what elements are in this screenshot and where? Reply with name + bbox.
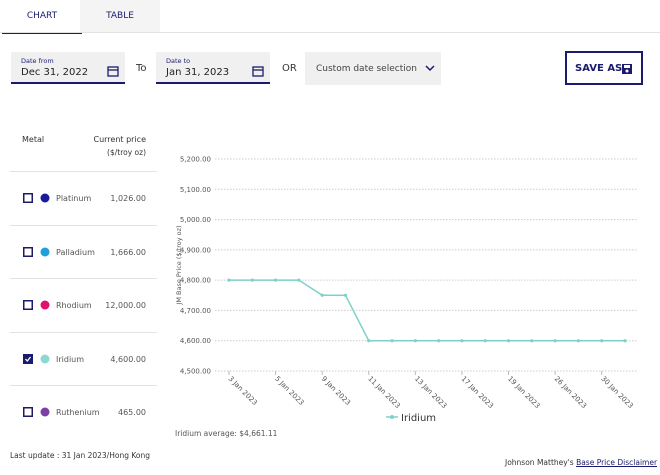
point [530,339,534,343]
point [250,278,254,282]
point [600,339,604,343]
y-tick-label: 4,800.00 [180,277,211,285]
field-value: Jan 31, 2023 [166,67,230,78]
save-icon [622,64,632,74]
point [576,339,581,343]
metal-price: 465.00 [118,408,146,417]
save-text: SAVE AS [575,63,623,74]
average: Iridium average: $4,661.11 [175,429,278,438]
point [483,339,487,343]
x-tick-label: 11 Jan 2023 [366,375,401,410]
date-to[interactable]: Date to Jan 31, 2023 [156,52,270,84]
y-tick-label: 5,100.00 [180,186,211,194]
metal-dot [40,300,50,310]
x-tick-label: 17 Jan 2023 [460,375,495,410]
point [553,339,557,343]
y-axis-label: JM Base Price ($/troy oz) [175,225,183,305]
metal-dot [40,407,50,417]
series-line [229,279,625,342]
metal-name: Rhodium [56,301,92,310]
y-tick-label: 4,600.00 [180,337,211,345]
legend-dot [390,415,394,419]
calendar-icon [107,66,119,77]
point [297,278,301,282]
to-label: To [136,63,147,74]
field-label: Date from [21,57,54,65]
point [367,339,371,343]
point [460,339,464,343]
checkbox[interactable] [23,193,33,203]
field-value: Dec 31, 2022 [21,67,89,78]
metal-dot [40,247,50,256]
point [320,293,324,297]
x-tick-label: 26 Jan 2023 [553,375,588,410]
table-header-metal: Metal [22,135,45,144]
date-from[interactable]: Date from Dec 31, 2022 [11,52,125,84]
metal-row: Ruthenium 465.00 [10,385,157,439]
y-tick-label: 5,200.00 [180,156,211,164]
x-tick-label: 13 Jan 2023 [413,375,448,410]
save-button[interactable]: SAVE AS [565,51,643,85]
metal-row: Platinum 1,026.00 [10,171,157,225]
table-header-price: Current price [93,135,147,144]
x-tick-label: 3 Jan 2023 [227,375,259,407]
disclaimer-link[interactable]: Base Price Disclaimer [576,458,658,467]
point [623,339,627,343]
legend-label: Iridium [401,413,436,424]
tab-chart[interactable]: CHART [2,0,82,34]
checkbox[interactable] [23,353,33,364]
disclaimer-prefix: Johnson Matthey's [505,458,574,467]
point [506,339,511,343]
x-tick-label: 9 Jan 2023 [320,375,352,407]
y-tick-label: 5,000.00 [180,216,211,224]
metal-row: Palladium 1,666.00 [10,224,157,279]
metal-dot [40,193,50,203]
metal-name: Palladium [56,247,95,257]
y-tick-label: 4,700.00 [180,307,211,315]
metal-price: 1,666.00 [110,247,146,257]
table-header-unit: ($/troy oz) [107,148,146,157]
metal-row: Iridium 4,600.00 [10,331,157,386]
x-tick-label: 19 Jan 2023 [506,375,541,410]
checkbox[interactable] [23,300,33,310]
x-tick-label: 5 Jan 2023 [273,375,305,407]
custom-select[interactable]: Custom date selection [305,52,441,85]
checkbox[interactable] [23,246,33,257]
metal-name: Platinum [56,194,92,203]
last-update: Last update : 31 Jan 2023/Hong Kong [10,451,150,460]
point [413,339,417,343]
calendar-icon [252,66,264,77]
metal-name: Iridium [56,354,85,364]
select-text: Custom date selection [316,64,417,74]
point [343,293,348,297]
y-tick-label: 4,900.00 [180,246,211,254]
metal-dot [40,354,50,363]
chevron [425,65,435,72]
metal-name: Ruthenium [56,408,100,417]
divider [0,32,660,33]
metal-row: Rhodium 12,000.00 [10,278,157,332]
checkbox[interactable] [23,407,33,417]
y-tick-label: 4,500.00 [180,368,211,376]
disclaimer: Johnson Matthey's Base Price Disclaimer [505,458,657,467]
x-tick-label: 30 Jan 2023 [599,375,634,410]
point [227,278,231,282]
point [273,278,278,282]
metal-price: 4,600.00 [110,354,146,364]
metal-price: 12,000.00 [105,301,146,310]
metal-price: 1,026.00 [110,194,146,203]
field-label: Date to [166,57,191,65]
tab-table[interactable]: TABLE [80,0,160,32]
or-label: OR [282,63,297,74]
point [437,339,441,343]
point [390,339,394,343]
